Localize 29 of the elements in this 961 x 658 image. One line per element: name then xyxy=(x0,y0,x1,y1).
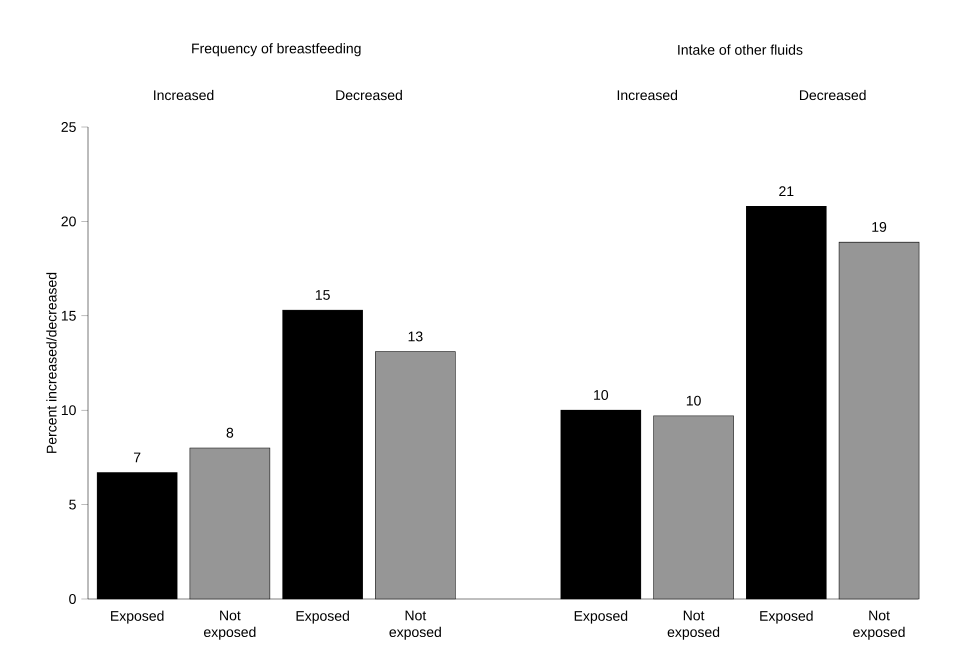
y-tick-label: 0 xyxy=(69,594,76,604)
x-tick-label: Not exposed xyxy=(668,610,720,640)
data-label: 21 xyxy=(779,186,794,196)
text: Increased xyxy=(618,90,678,100)
data-label: 15 xyxy=(316,290,330,300)
y-axis-title: Percent increased/decreased xyxy=(46,272,57,453)
x-tick-label: Not exposed xyxy=(204,610,256,640)
text: Decreased xyxy=(336,90,402,100)
y-tick-label: 20 xyxy=(62,216,76,226)
data-label: 13 xyxy=(408,332,423,342)
x-tick-label: Exposed xyxy=(296,610,349,624)
x-tick-label: Exposed xyxy=(760,610,813,624)
y-tick-label: 10 xyxy=(62,405,76,416)
data-label: 8 xyxy=(226,428,234,438)
text: Intake of other fluids xyxy=(678,44,802,55)
data-label: 19 xyxy=(872,222,886,232)
text: Increased xyxy=(154,90,214,100)
text: Decreased xyxy=(800,90,866,100)
y-tick-label: 25 xyxy=(62,122,76,132)
x-tick-label: Not exposed xyxy=(389,610,441,640)
data-label: 7 xyxy=(134,452,140,462)
x-tick-label: Exposed xyxy=(574,610,628,624)
text: Frequency of breastfeeding xyxy=(192,43,361,56)
y-tick-label: 15 xyxy=(62,310,76,321)
y-tick-label: 5 xyxy=(69,500,76,510)
data-label: 10 xyxy=(594,390,608,400)
data-label: 10 xyxy=(686,396,701,406)
x-tick-label: Exposed xyxy=(111,610,164,624)
x-tick-label: Not exposed xyxy=(853,610,905,640)
